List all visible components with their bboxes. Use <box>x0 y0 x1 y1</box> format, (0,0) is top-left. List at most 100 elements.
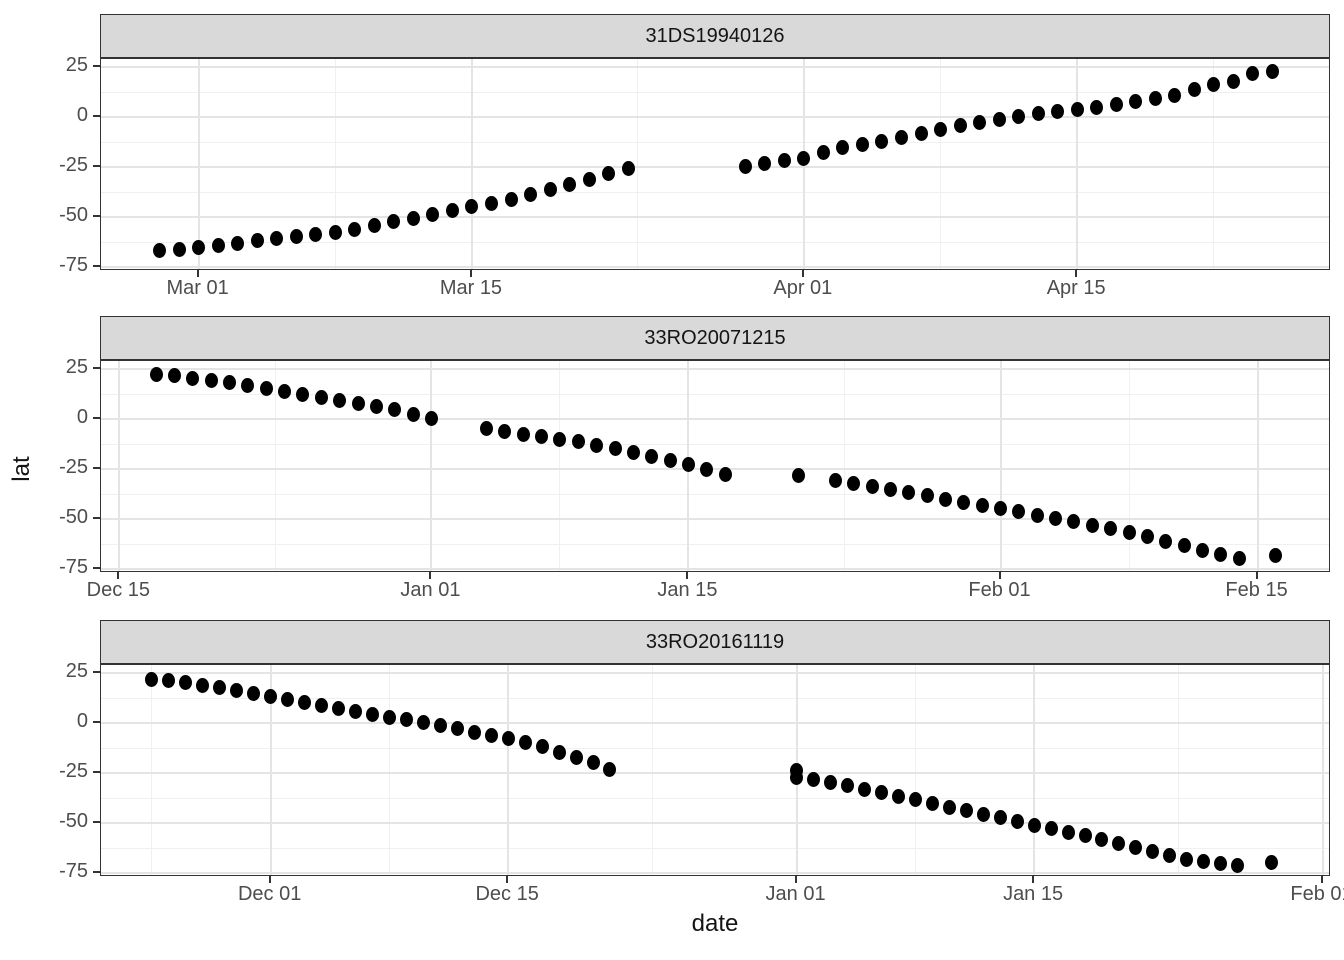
y-tick-label: -25 <box>59 154 88 176</box>
gridline-minor-y <box>101 91 1329 93</box>
x-tick-label: Jan 01 <box>400 579 461 601</box>
data-point <box>192 240 206 256</box>
gridline-minor-x <box>151 665 153 875</box>
gridline-minor-x <box>651 665 653 875</box>
gridline-minor-y <box>101 847 1329 849</box>
data-point <box>1010 813 1024 829</box>
data-point <box>621 161 635 177</box>
y-tick-mark <box>93 417 100 419</box>
y-tick-label: 0 <box>76 406 88 428</box>
data-point <box>994 501 1008 517</box>
data-point <box>309 227 323 243</box>
data-point <box>1177 538 1191 554</box>
data-point <box>211 237 225 253</box>
data-point <box>186 370 200 386</box>
y-tick-mark <box>93 215 100 217</box>
gridline-major-y <box>101 772 1329 774</box>
data-point <box>328 224 342 240</box>
data-point <box>883 481 897 497</box>
data-point <box>153 243 167 259</box>
data-point <box>480 420 494 436</box>
data-point <box>942 799 956 815</box>
y-tick-label: -50 <box>59 506 88 528</box>
data-point <box>247 686 261 702</box>
data-point <box>908 792 922 808</box>
y-tick-mark <box>93 871 100 873</box>
gridline-major-y <box>101 822 1329 824</box>
data-point <box>504 191 518 207</box>
gridline-major-y <box>101 116 1329 118</box>
data-point <box>524 187 538 203</box>
data-point <box>467 724 481 740</box>
gridline-minor-x <box>388 665 390 875</box>
x-tick-mark <box>506 876 509 883</box>
data-point <box>388 401 402 417</box>
data-point <box>1027 817 1041 833</box>
x-tick-mark <box>1255 572 1258 579</box>
y-tick-label: -50 <box>59 204 88 226</box>
data-point <box>498 423 512 439</box>
data-point <box>571 434 585 450</box>
gridline-major-x <box>470 59 473 269</box>
data-point <box>1061 824 1075 840</box>
data-point <box>938 491 952 507</box>
data-point <box>332 701 346 717</box>
data-point <box>535 429 549 445</box>
data-point <box>953 118 967 134</box>
data-point <box>552 744 566 760</box>
data-point <box>1226 73 1240 89</box>
data-point <box>1031 106 1045 122</box>
gridline-major-y <box>101 722 1329 724</box>
gridline-major-y <box>101 266 1329 268</box>
y-tick-mark <box>93 467 100 469</box>
gridline-minor-x <box>334 59 336 269</box>
data-point <box>298 695 312 711</box>
data-point <box>264 689 278 705</box>
gridline-major-y <box>101 166 1329 168</box>
gridline-major-y <box>101 518 1329 520</box>
data-point <box>516 426 530 442</box>
data-point <box>1265 64 1279 80</box>
data-point <box>608 441 622 457</box>
data-point <box>406 210 420 226</box>
data-point <box>204 373 218 389</box>
gridline-minor-y <box>101 747 1329 749</box>
data-point <box>145 671 159 687</box>
facet-block: 33RO20071215 Dec 15 Jan 01 Jan 15 Feb 01 Feb… <box>0 316 1344 616</box>
gridline-major-x <box>1256 361 1259 571</box>
data-point <box>1078 828 1092 844</box>
data-point <box>179 674 193 690</box>
y-tick-mark <box>93 517 100 519</box>
data-point <box>351 395 365 411</box>
gridline-major-x <box>1076 59 1079 269</box>
x-tick-label: Dec 01 <box>237 883 302 905</box>
data-point <box>543 182 557 198</box>
y-tick-label: 0 <box>76 710 88 732</box>
data-point <box>365 706 379 722</box>
gridline-minor-y <box>101 797 1329 799</box>
data-point <box>1214 546 1228 562</box>
y-tick-label: -75 <box>59 254 88 276</box>
data-point <box>1129 94 1143 110</box>
data-point <box>314 389 328 405</box>
y-tick-label: 25 <box>65 660 88 682</box>
x-tick-label: Apr 15 <box>1046 277 1106 299</box>
data-point <box>738 158 752 174</box>
gridline-minor-y <box>101 393 1329 395</box>
data-point <box>433 718 447 734</box>
data-point <box>348 221 362 237</box>
gridline-major-x <box>507 665 510 875</box>
data-point <box>1012 504 1026 520</box>
data-point <box>450 721 464 737</box>
data-point <box>807 771 821 787</box>
gridline-minor-y <box>101 697 1329 699</box>
data-point <box>976 806 990 822</box>
data-point <box>1049 510 1063 526</box>
data-point <box>824 774 838 790</box>
data-point <box>569 749 583 765</box>
gridline-major-y <box>101 368 1329 370</box>
data-point <box>590 437 604 453</box>
x-tick-label: Feb 01 <box>1290 883 1344 905</box>
data-point <box>149 367 163 383</box>
